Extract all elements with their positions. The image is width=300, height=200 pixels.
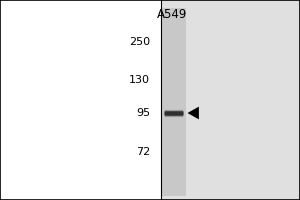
Text: 95: 95 (136, 108, 150, 118)
Bar (160, 0, 300, 200)
Text: A549: A549 (157, 7, 188, 21)
Bar (160, 8, 186, 196)
Polygon shape (188, 107, 199, 119)
Text: 72: 72 (136, 147, 150, 157)
Text: 250: 250 (129, 37, 150, 47)
Text: 130: 130 (129, 75, 150, 85)
